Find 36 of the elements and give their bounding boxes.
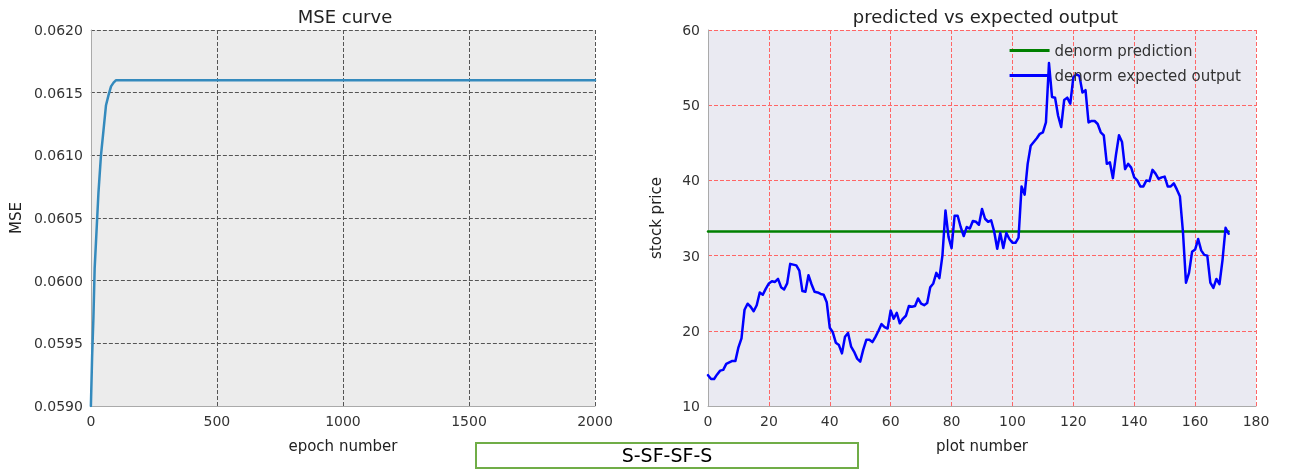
y-tick-label: 0.0615 — [33, 84, 83, 101]
x-tick-label: 100 — [999, 413, 1026, 429]
x-tick-label: 60 — [881, 413, 900, 429]
x-tick-label: 2000 — [577, 413, 613, 429]
y-tick-label: 10 — [682, 398, 700, 414]
x-axis-title: plot number — [935, 436, 1029, 455]
chart-title: MSE curve — [297, 5, 393, 27]
x-tick-label: 40 — [820, 413, 839, 429]
x-tick-label: 180 — [1242, 413, 1270, 429]
y-axis-title: MSE — [6, 202, 25, 234]
x-tick-label: 140 — [1120, 413, 1148, 429]
x-tick-label: 0 — [86, 413, 96, 429]
y-tick-label: 0.0610 — [33, 147, 83, 164]
y-tick-label: 0.0595 — [33, 335, 83, 352]
y-tick-label: 60 — [682, 22, 700, 38]
y-tick-label: 40 — [682, 172, 700, 189]
x-tick-label: 1500 — [451, 413, 487, 429]
x-tick-label: 160 — [1181, 413, 1209, 429]
y-tick-label: 0.0600 — [33, 272, 83, 289]
x-tick-label: 0 — [703, 413, 713, 429]
y-tick-label: 0.0620 — [33, 22, 83, 38]
chart-title: predicted vs expected output — [852, 5, 1119, 27]
y-tick-label: 0.0590 — [33, 398, 83, 414]
x-tick-label: 120 — [1059, 413, 1087, 429]
x-tick-label: 20 — [759, 413, 778, 429]
x-tick-label: 80 — [942, 413, 961, 429]
text: S-SF-SF-S — [475, 442, 859, 469]
x-tick-label: 1000 — [325, 413, 361, 429]
y-axis-title: stock price — [646, 177, 665, 259]
y-tick-label: 30 — [682, 247, 700, 264]
y-tick-label: 20 — [682, 322, 700, 339]
legend-label: denorm prediction — [1054, 41, 1193, 60]
x-axis-title: epoch number — [288, 436, 399, 455]
y-tick-label: 50 — [682, 97, 700, 114]
y-tick-label: 0.0605 — [33, 210, 83, 226]
x-tick-label: 500 — [203, 413, 231, 429]
